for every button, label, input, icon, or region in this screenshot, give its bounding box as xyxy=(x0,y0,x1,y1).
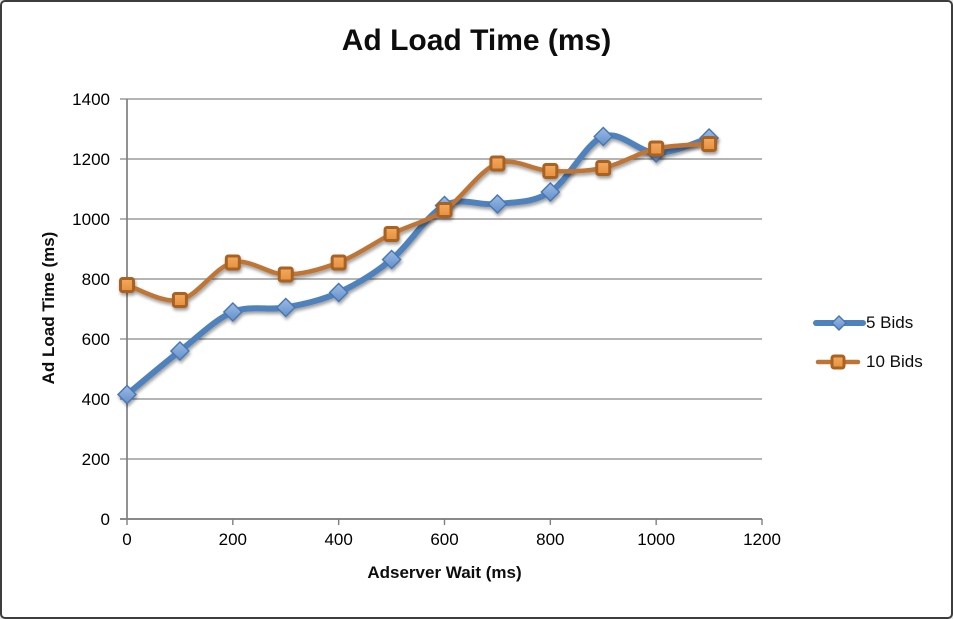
data-point-marker xyxy=(117,384,137,405)
data-point-marker xyxy=(383,226,400,242)
series-5-bids xyxy=(117,126,720,405)
x-tick-label: 200 xyxy=(219,530,247,549)
x-tick-label: 400 xyxy=(324,530,352,549)
data-point-marker xyxy=(171,292,188,308)
data-point-marker xyxy=(487,194,508,214)
data-point-marker xyxy=(540,182,561,202)
y-tick-label: 600 xyxy=(82,330,110,349)
data-point-marker xyxy=(222,302,243,322)
data-point-marker xyxy=(648,140,665,157)
data-point-marker xyxy=(701,136,718,152)
y-tick-labels: 0 200 400 600 800 1000 1200 1400 xyxy=(72,90,110,529)
data-point-marker xyxy=(330,254,347,271)
y-tick-label: 200 xyxy=(82,450,110,469)
data-point-marker xyxy=(328,282,349,303)
data-point-marker xyxy=(542,163,559,179)
data-point-marker xyxy=(224,254,241,271)
data-point-marker xyxy=(436,202,453,218)
legend: 5 Bids 10 Bids xyxy=(813,313,923,372)
y-tick-label: 0 xyxy=(101,510,110,529)
x-tick-label: 0 xyxy=(122,530,131,549)
y-tick-label: 1000 xyxy=(72,210,110,229)
x-tick-label: 1200 xyxy=(743,530,781,549)
series-line xyxy=(124,132,713,398)
legend-10-bids-marker-icon xyxy=(815,354,861,370)
x-axis-title: Adserver Wait (ms) xyxy=(367,563,522,582)
legend-5-bids-marker-icon xyxy=(813,315,866,331)
data-point-marker xyxy=(275,297,296,318)
y-tick-label: 800 xyxy=(82,270,110,289)
y-tick-label: 1400 xyxy=(72,90,110,109)
series-line xyxy=(124,141,712,303)
gridlines xyxy=(120,98,762,520)
chart-title: Ad Load Time (ms) xyxy=(341,24,612,57)
data-point-marker xyxy=(595,160,612,176)
y-tick-label: 1200 xyxy=(72,150,110,169)
legend-label: 5 Bids xyxy=(866,313,914,332)
axes xyxy=(120,99,763,525)
x-tick-label: 600 xyxy=(430,530,458,549)
y-tick-label: 400 xyxy=(82,390,110,409)
data-series xyxy=(117,126,720,405)
data-point-marker xyxy=(593,126,614,147)
legend-item-10-bids: 10 Bids xyxy=(813,352,923,372)
x-tick-label: 1000 xyxy=(637,530,675,549)
x-tick-labels: 0 200 400 600 800 1000 1200 xyxy=(122,530,781,549)
legend-item-5-bids: 5 Bids xyxy=(813,313,923,333)
data-point-marker xyxy=(169,341,190,361)
y-axis-title: Ad Load Time (ms) xyxy=(39,231,58,385)
data-point-marker xyxy=(489,155,506,172)
x-tick-label: 800 xyxy=(536,530,564,549)
data-point-marker xyxy=(119,277,135,293)
series-10-bids xyxy=(119,136,718,308)
legend-label: 10 Bids xyxy=(866,352,923,371)
data-point-marker xyxy=(381,249,402,270)
data-point-marker xyxy=(277,266,294,283)
